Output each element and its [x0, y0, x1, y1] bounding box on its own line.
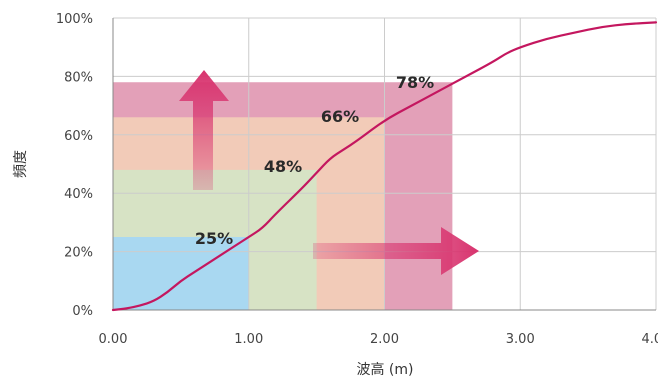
band-25pct	[113, 237, 249, 310]
x-tick-label: 1.00	[234, 332, 263, 347]
band-label-78pct: 78%	[396, 73, 434, 92]
y-tick-label: 40%	[64, 187, 93, 202]
y-axis-label: 頻度	[13, 150, 29, 178]
y-tick-label: 80%	[64, 70, 93, 85]
y-tick-label: 60%	[64, 129, 93, 144]
line-layer	[111, 21, 658, 312]
axes-layer	[112, 18, 656, 311]
x-tick-label: 2.00	[370, 332, 399, 347]
y-tick-label: 0%	[72, 304, 93, 319]
y-tick-label: 20%	[64, 246, 93, 261]
band-label-66pct: 66%	[321, 107, 359, 126]
y-tick-label: 100%	[56, 12, 93, 27]
arrow-right-icon	[313, 227, 479, 275]
arrow-layer	[179, 70, 479, 275]
series-line	[111, 21, 658, 312]
x-axis-label: 波高 (m)	[356, 361, 413, 378]
x-tick-label: 0.00	[99, 332, 128, 347]
x-tick-label: 3.00	[506, 332, 535, 347]
band-label-25pct: 25%	[195, 229, 233, 248]
x-tick-label: 4.00	[642, 332, 658, 347]
bands-layer	[113, 82, 453, 311]
arrow-up-icon	[179, 70, 229, 190]
labels-layer: 0.00 1.00 2.00 3.00 4.00 0% 20% 40% 60% 80% 100% 波高…	[13, 12, 658, 378]
band-label-48pct: 48%	[264, 157, 302, 176]
